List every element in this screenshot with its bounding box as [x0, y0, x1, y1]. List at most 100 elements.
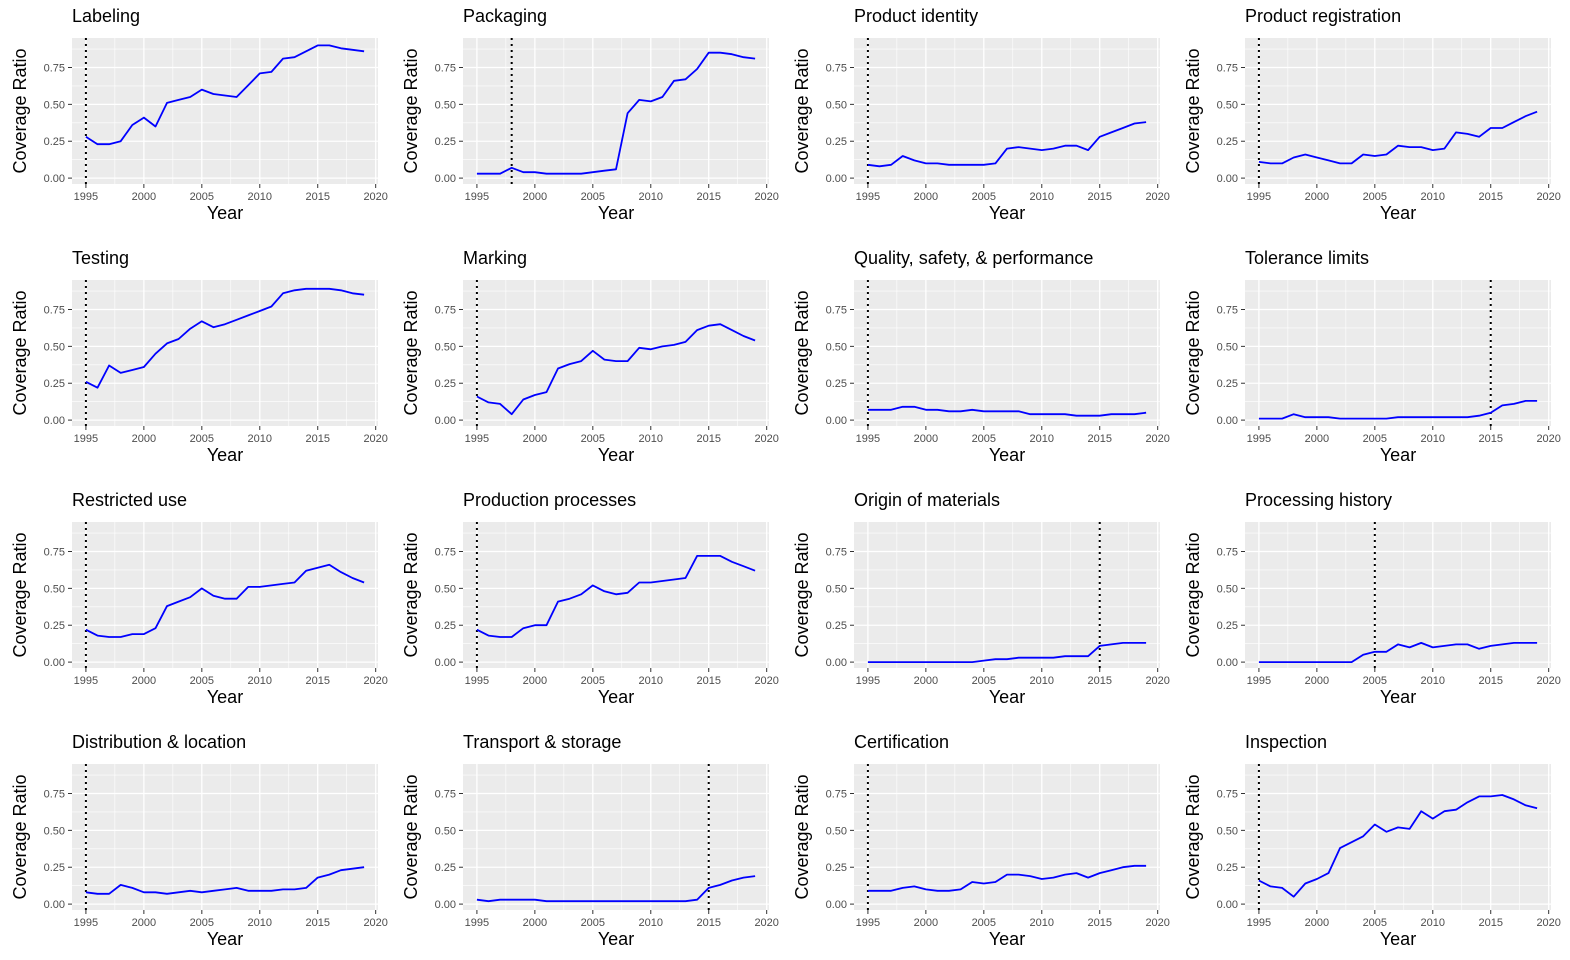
facet-panel: Labeling 0.00 0.25 0.50 0.75 1995 2000 2005 2010…	[10, 6, 388, 223]
y-axis-title: Coverage Ratio	[10, 48, 30, 173]
facet-panel: Testing 0.00 0.25 0.50 0.75 1995 2000 2005 2010 2…	[10, 248, 388, 465]
x-tick-label: 2005	[1363, 191, 1387, 203]
x-tick-label: 2000	[523, 917, 547, 929]
panel-background	[72, 38, 378, 184]
x-tick-label: 2015	[1087, 917, 1111, 929]
series-line	[85, 866, 365, 895]
x-tick-label: 2010	[1421, 191, 1445, 203]
x-tick-label: 2015	[305, 433, 329, 445]
y-tick-label: 0.75	[44, 62, 65, 74]
y-tick-label: 0.50	[435, 99, 456, 111]
y-tick-label: 0.25	[435, 862, 456, 874]
x-tick-label: 1995	[856, 433, 880, 445]
panel-title: Marking	[463, 248, 527, 268]
y-tick-label: 0.75	[826, 304, 847, 316]
x-tick-label: 2010	[639, 917, 663, 929]
facet-panel: Origin of materials 0.00 0.25 0.50 0.75 1995 2…	[792, 490, 1170, 707]
x-tick-label: 2015	[696, 433, 720, 445]
x-tick-label: 2005	[1363, 675, 1387, 687]
x-tick-label: 2015	[1087, 191, 1111, 203]
x-tick-label: 2015	[696, 191, 720, 203]
panel-background	[1245, 764, 1551, 910]
x-tick-label: 2005	[190, 191, 214, 203]
x-tick-label: 2010	[248, 191, 272, 203]
x-tick-label: 2015	[305, 917, 329, 929]
panel-title: Packaging	[463, 6, 547, 26]
y-axis-title: Coverage Ratio	[401, 48, 421, 173]
y-axis-title: Coverage Ratio	[792, 48, 812, 173]
y-tick-label: 0.25	[1217, 136, 1238, 148]
x-tick-label: 2020	[1145, 917, 1169, 929]
facet-panel: Restricted use 0.00 0.25 0.50 0.75 1995 2000 20…	[10, 490, 388, 707]
y-tick-label: 0.50	[826, 583, 847, 595]
panel-title: Tolerance limits	[1245, 248, 1369, 268]
facet-panel: Product identity 0.00 0.25 0.50 0.75 1995 2000…	[792, 6, 1170, 223]
series-line	[476, 51, 756, 175]
y-tick-label: 0.25	[435, 136, 456, 148]
y-tick-label: 0.75	[1217, 304, 1238, 316]
panel-title: Processing history	[1245, 490, 1392, 510]
panel-title: Transport & storage	[463, 732, 621, 752]
panel-background	[72, 280, 378, 426]
x-tick-label: 2020	[363, 917, 387, 929]
y-tick-label: 0.75	[435, 788, 456, 800]
y-tick-label: 0.50	[44, 825, 65, 837]
x-tick-label: 2020	[1536, 433, 1560, 445]
y-tick-label: 0.75	[1217, 546, 1238, 558]
y-tick-label: 0.50	[435, 825, 456, 837]
y-axis-title: Coverage Ratio	[401, 290, 421, 415]
x-tick-label: 2015	[305, 675, 329, 687]
x-tick-label: 2020	[1536, 675, 1560, 687]
y-tick-label: 0.50	[44, 99, 65, 111]
x-tick-label: 2005	[972, 675, 996, 687]
y-tick-label: 0.00	[1217, 173, 1238, 185]
x-axis-title: Year	[989, 687, 1025, 707]
x-tick-label: 2000	[1305, 433, 1329, 445]
y-tick-label: 0.25	[44, 862, 65, 874]
x-tick-label: 2010	[1421, 433, 1445, 445]
x-tick-label: 2015	[696, 675, 720, 687]
y-tick-label: 0.50	[435, 583, 456, 595]
y-tick-label: 0.00	[435, 415, 456, 427]
x-axis-title: Year	[207, 687, 243, 707]
x-tick-label: 2010	[248, 917, 272, 929]
y-tick-label: 0.25	[826, 620, 847, 632]
x-tick-label: 1995	[465, 191, 489, 203]
x-tick-label: 2010	[639, 433, 663, 445]
y-tick-label: 0.75	[44, 788, 65, 800]
x-tick-label: 2020	[1536, 917, 1560, 929]
x-tick-label: 2000	[914, 675, 938, 687]
y-tick-label: 0.00	[44, 657, 65, 669]
series-line	[1258, 110, 1538, 165]
x-tick-label: 2000	[523, 191, 547, 203]
panel-title: Certification	[854, 732, 949, 752]
panel-background	[854, 280, 1160, 426]
y-tick-label: 0.25	[1217, 862, 1238, 874]
y-tick-label: 0.50	[1217, 341, 1238, 353]
y-tick-label: 0.75	[435, 546, 456, 558]
series-line	[867, 642, 1147, 663]
y-tick-label: 0.50	[1217, 99, 1238, 111]
series-line	[85, 563, 365, 638]
y-tick-label: 0.00	[435, 173, 456, 185]
x-axis-title: Year	[989, 445, 1025, 465]
x-tick-label: 2000	[914, 191, 938, 203]
y-tick-label: 0.25	[435, 378, 456, 390]
x-tick-label: 2020	[363, 675, 387, 687]
panel-background	[463, 764, 769, 910]
x-tick-label: 2005	[190, 675, 214, 687]
x-tick-label: 2000	[1305, 191, 1329, 203]
panel-title: Product identity	[854, 6, 978, 26]
y-tick-label: 0.25	[44, 378, 65, 390]
panel-title: Inspection	[1245, 732, 1327, 752]
x-tick-label: 2010	[1421, 917, 1445, 929]
x-tick-label: 2020	[754, 675, 778, 687]
x-tick-label: 2000	[132, 917, 156, 929]
x-axis-title: Year	[989, 203, 1025, 223]
x-tick-label: 2020	[754, 191, 778, 203]
x-tick-label: 2020	[1536, 191, 1560, 203]
y-axis-title: Coverage Ratio	[1183, 48, 1203, 173]
y-axis-title: Coverage Ratio	[1183, 532, 1203, 657]
x-tick-label: 1995	[74, 675, 98, 687]
x-tick-label: 2015	[1478, 433, 1502, 445]
